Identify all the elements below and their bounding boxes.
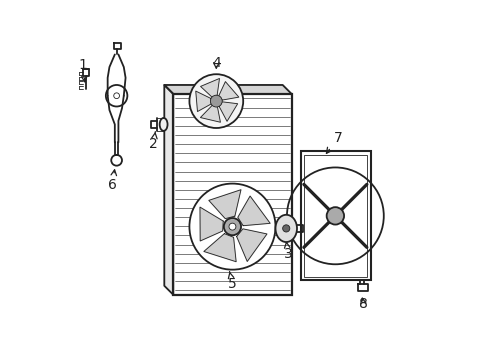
- Text: 2: 2: [149, 132, 158, 151]
- Polygon shape: [200, 105, 220, 122]
- Polygon shape: [237, 229, 267, 261]
- Circle shape: [327, 207, 344, 225]
- Text: 5: 5: [228, 271, 237, 291]
- Circle shape: [210, 95, 222, 107]
- Polygon shape: [238, 196, 270, 226]
- Polygon shape: [200, 78, 220, 97]
- Ellipse shape: [275, 215, 297, 242]
- Circle shape: [190, 74, 243, 128]
- Text: 4: 4: [212, 57, 220, 71]
- Polygon shape: [196, 91, 211, 112]
- Ellipse shape: [160, 118, 168, 131]
- Text: 6: 6: [108, 170, 117, 192]
- Text: 1: 1: [78, 58, 87, 82]
- Circle shape: [190, 184, 275, 270]
- Bar: [300, 151, 370, 280]
- Polygon shape: [164, 85, 173, 295]
- Polygon shape: [219, 82, 239, 100]
- Bar: [304, 155, 367, 277]
- Polygon shape: [204, 234, 236, 262]
- Text: 3: 3: [284, 241, 293, 261]
- Polygon shape: [209, 190, 241, 219]
- Circle shape: [224, 218, 241, 235]
- Polygon shape: [164, 85, 292, 94]
- Bar: [173, 94, 292, 295]
- Circle shape: [283, 225, 290, 232]
- Circle shape: [229, 223, 236, 230]
- Polygon shape: [219, 102, 238, 121]
- Text: 8: 8: [359, 297, 368, 311]
- Text: 7: 7: [326, 131, 343, 153]
- Polygon shape: [200, 207, 223, 241]
